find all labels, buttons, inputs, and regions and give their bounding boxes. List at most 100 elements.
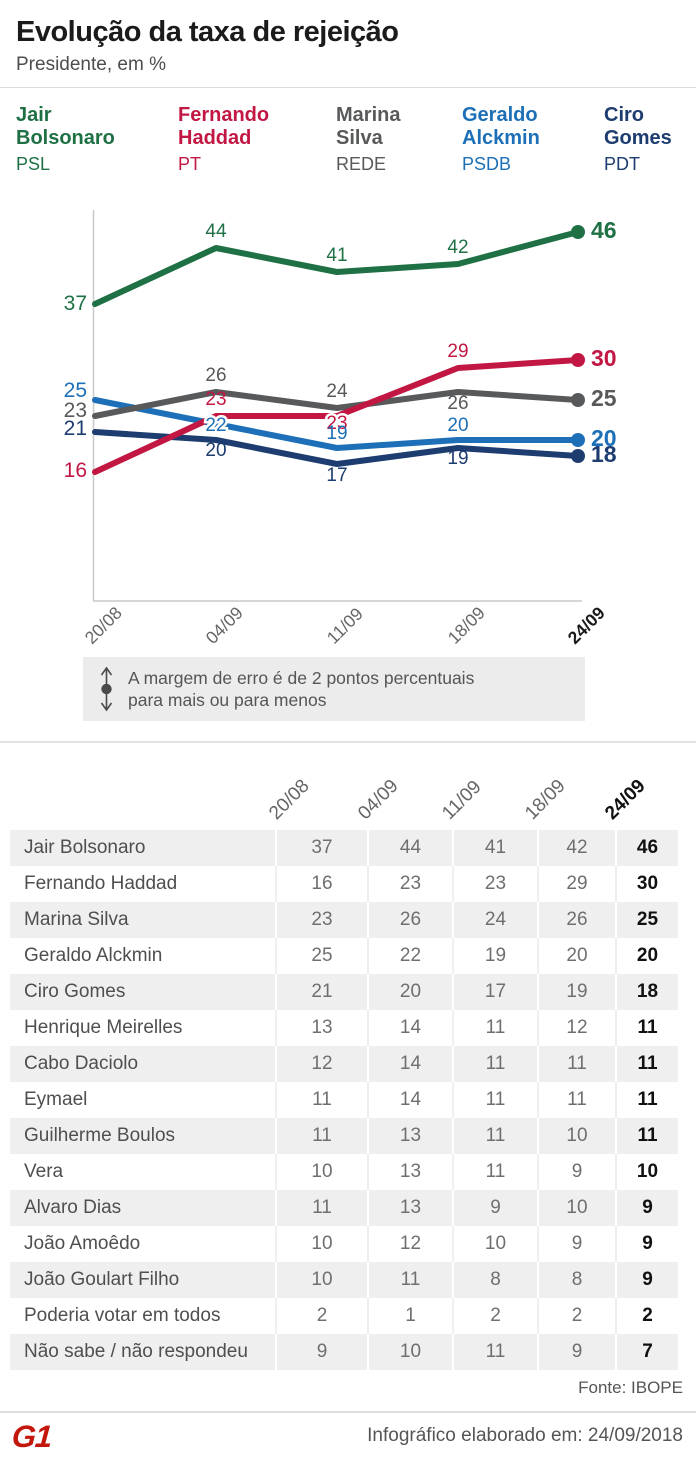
chart-first-value-label: 16 (64, 459, 87, 482)
table-column-header: 18/09 (521, 775, 570, 824)
table-section-divider (0, 741, 696, 743)
footer-divider (0, 1411, 696, 1413)
chart-end-dot (571, 225, 585, 239)
value-cell: 7 (615, 1334, 678, 1370)
table-row: Guilherme Boulos 11 13 11 10 11 (10, 1118, 678, 1154)
legend-candidate-name: Jair Bolsonaro (16, 104, 115, 149)
value-cell: 11 (452, 1154, 537, 1190)
legend-item: Jair Bolsonaro PSL (16, 104, 115, 176)
value-cell: 10 (275, 1262, 367, 1298)
value-cell: 9 (615, 1262, 678, 1298)
candidate-name-cell: Fernando Haddad (24, 873, 178, 894)
value-cell: 11 (537, 1082, 615, 1118)
legend-candidate-name: Marina Silva (336, 104, 401, 149)
value-cell: 37 (275, 830, 367, 866)
value-cell: 23 (275, 902, 367, 938)
value-cell: 25 (275, 938, 367, 974)
legend-item: Ciro Gomes PDT (604, 104, 672, 176)
legend-item: Marina Silva REDE (336, 104, 400, 176)
value-cell: 17 (452, 974, 537, 1010)
value-cell: 11 (452, 1010, 537, 1046)
margin-note-line-1: A margem de erro é de 2 pontos percentua… (128, 668, 475, 688)
value-cell: 41 (452, 830, 537, 866)
value-cell: 25 (615, 902, 678, 938)
value-cell: 13 (275, 1010, 367, 1046)
table-header: 20/08 04/09 11/09 18/09 24/09 (0, 745, 696, 824)
table-row: João Amoêdo 10 12 10 9 9 (10, 1226, 678, 1262)
value-cell: 26 (537, 902, 615, 938)
value-cell: 13 (367, 1154, 452, 1190)
value-cell: 14 (367, 1046, 452, 1082)
chart-end-dot (571, 433, 585, 447)
chart-end-dot (571, 393, 585, 407)
chart-point-label: 23 (326, 413, 347, 434)
candidate-name-cell: Eymael (24, 1089, 88, 1110)
value-cell: 20 (615, 938, 678, 974)
value-cell: 11 (275, 1118, 367, 1154)
table-row: Não sabe / não respondeu 9 10 11 9 7 (10, 1334, 678, 1370)
chart-end-dot (571, 353, 585, 367)
chart-point-label: 20 (447, 415, 468, 436)
candidate-name-cell: Jair Bolsonaro (24, 837, 146, 858)
legend-party-label: PSL (16, 154, 51, 174)
legend-candidate-name: Fernando Haddad (178, 104, 270, 149)
table-row: Vera 10 13 11 9 10 (10, 1154, 678, 1190)
candidate-name-cell: Guilherme Boulos (24, 1125, 176, 1146)
margin-of-error-text: A margem de erro é de 2 pontos percentua… (128, 667, 474, 711)
chart-point-label: 17 (326, 465, 347, 486)
value-cell: 8 (452, 1262, 537, 1298)
value-cell: 9 (615, 1226, 678, 1262)
table-column-header: 24/09 (601, 775, 650, 824)
value-cell: 11 (275, 1190, 367, 1226)
header-divider (0, 87, 696, 88)
chart-point-label: 19 (447, 448, 468, 469)
chart-axis-date-label: 24/09 (564, 603, 609, 648)
value-cell: 16 (275, 866, 367, 902)
value-cell: 20 (537, 938, 615, 974)
table-row: Poderia votar em todos 2 1 2 2 2 (10, 1298, 678, 1334)
value-cell: 10 (615, 1154, 678, 1190)
table-column-header: 11/09 (438, 776, 486, 824)
legend-item: Fernando Haddad PT (178, 104, 269, 176)
value-cell: 19 (452, 938, 537, 974)
chart-point-label: 23 (205, 389, 226, 410)
value-cell: 10 (537, 1118, 615, 1154)
value-cell: 11 (275, 1082, 367, 1118)
page-subtitle: Presidente, em % (16, 54, 166, 75)
chart-point-label: 44 (205, 221, 227, 242)
value-cell: 10 (452, 1226, 537, 1262)
chart-end-value-label: 20 (591, 425, 617, 451)
value-cell: 29 (537, 866, 615, 902)
table-row: Marina Silva 23 26 24 26 25 (10, 902, 678, 938)
g1-logo: G1 (10, 1419, 53, 1454)
chart-first-value-label: 23 (64, 399, 87, 422)
value-cell: 10 (367, 1334, 452, 1370)
value-cell: 11 (367, 1262, 452, 1298)
value-cell: 12 (275, 1046, 367, 1082)
chart-point-label: 24 (326, 381, 348, 402)
value-cell: 11 (452, 1082, 537, 1118)
candidate-name-cell: Poderia votar em todos (24, 1305, 221, 1326)
margin-note-line-2: para mais ou para menos (128, 690, 327, 710)
value-cell: 2 (275, 1298, 367, 1334)
value-cell: 13 (367, 1118, 452, 1154)
table-row: Cabo Daciolo 12 14 11 11 11 (10, 1046, 678, 1082)
value-cell: 2 (452, 1298, 537, 1334)
source-label: Fonte: IBOPE (578, 1378, 683, 1397)
candidate-name-cell: Vera (24, 1161, 64, 1182)
legend-party-label: REDE (336, 154, 387, 174)
chart-point-label: 20 (205, 440, 226, 461)
candidate-name-cell: Henrique Meirelles (24, 1017, 183, 1038)
candidate-name-cell: Ciro Gomes (24, 981, 126, 1002)
chart-legend: Jair Bolsonaro PSL Fernando Haddad PT Marina Si… (0, 104, 696, 189)
value-cell: 9 (537, 1154, 615, 1190)
chart-axis-date-label: 20/08 (81, 603, 126, 648)
chart-point-label: 41 (326, 245, 347, 266)
legend-candidate-name: Ciro Gomes (604, 104, 672, 149)
candidate-name-cell: Alvaro Dias (24, 1197, 122, 1218)
chart-line-jair-bolsonaro (92, 229, 581, 307)
chart-point-label: 26 (447, 393, 468, 414)
rejection-table: Jair Bolsonaro 37 44 41 42 46 Fernando Haddad 1… (10, 830, 678, 1370)
value-cell: 20 (367, 974, 452, 1010)
value-cell: 11 (452, 1046, 537, 1082)
